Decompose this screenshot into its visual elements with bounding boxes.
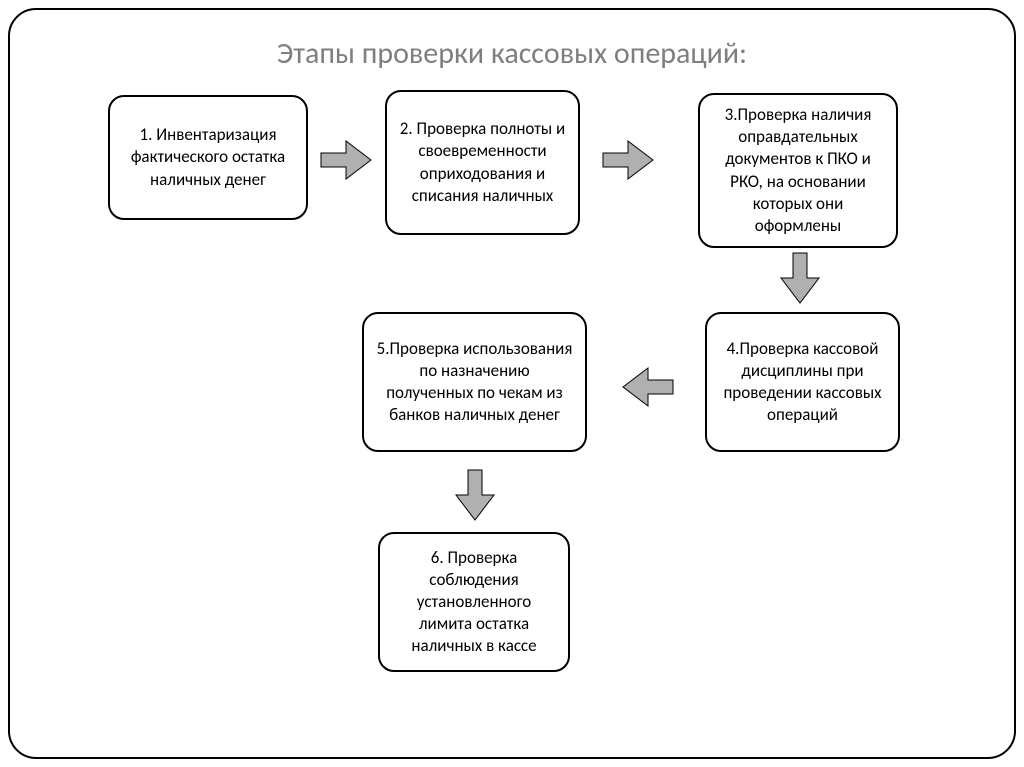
node-label: 3.Проверка наличия оправдательных докуме… bbox=[710, 104, 886, 237]
node-label: 5.Проверка использования по назначению п… bbox=[374, 338, 575, 426]
arrow-icon bbox=[316, 135, 376, 185]
node-label: 2. Проверка полноты и своевременности оп… bbox=[397, 118, 568, 206]
node-5: 5.Проверка использования по назначению п… bbox=[362, 312, 587, 452]
node-2: 2. Проверка полноты и своевременности оп… bbox=[385, 90, 580, 235]
node-4: 4.Проверка кассовой дисциплины при прове… bbox=[705, 312, 900, 452]
node-6: 6. Проверка соблюдения установленного ли… bbox=[378, 532, 570, 672]
arrow-icon bbox=[618, 362, 678, 412]
node-3: 3.Проверка наличия оправдательных докуме… bbox=[698, 93, 898, 248]
arrow-icon bbox=[450, 465, 500, 525]
arrow-icon bbox=[598, 135, 658, 185]
node-label: 6. Проверка соблюдения установленного ли… bbox=[390, 547, 558, 657]
arrow-icon bbox=[775, 248, 825, 308]
diagram-title: Этапы проверки кассовых операций: bbox=[0, 35, 1024, 72]
node-label: 4.Проверка кассовой дисциплины при прове… bbox=[717, 338, 888, 426]
node-label: 1. Инвентаризация фактического остатка н… bbox=[120, 124, 296, 190]
node-1: 1. Инвентаризация фактического остатка н… bbox=[108, 95, 308, 220]
